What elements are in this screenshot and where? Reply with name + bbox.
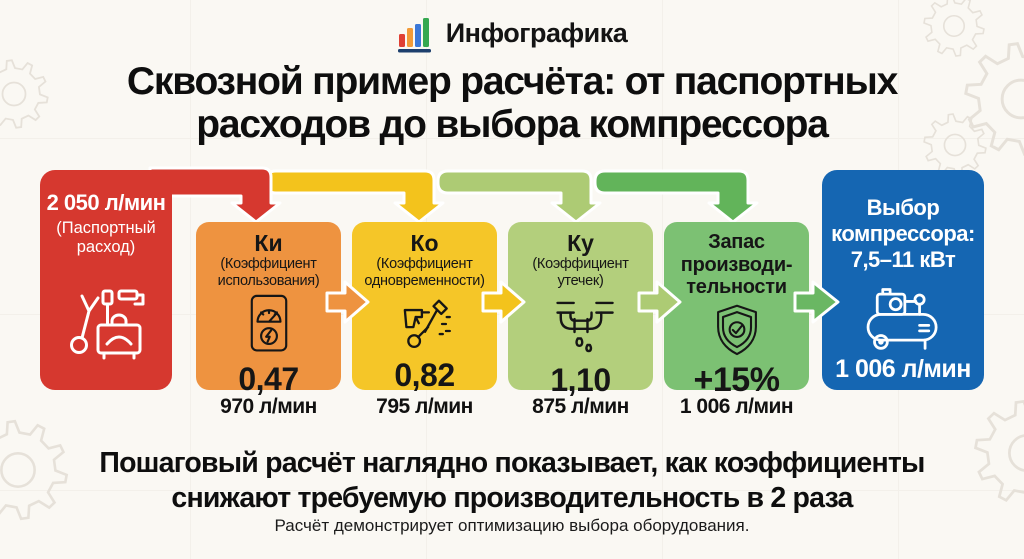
connector-to-zapas — [593, 169, 759, 224]
step-title: Ко — [410, 230, 439, 256]
result-ku: 875 л/мин — [532, 395, 629, 418]
page-title: Сквозной пример расчёта: от паспортных р… — [32, 60, 992, 146]
target-box: Выбор компрессора: 7,5–11 кВт 1 006 л/ми… — [822, 170, 984, 390]
step-value: 1,10 — [550, 362, 611, 398]
target-value: 1 006 л/мин — [835, 355, 971, 383]
step-value: 0,47 — [238, 361, 299, 397]
pipe-leak-icon — [547, 296, 615, 360]
result-zapas: 1 006 л/мин — [679, 395, 794, 418]
source-box: 2 050 л/мин (Паспортный расход) — [40, 170, 172, 390]
logo-text: Инфографика — [445, 17, 628, 48]
step-title: Ку — [567, 230, 594, 256]
source-label: (Паспортный расход) — [56, 219, 156, 256]
title-line-1: Сквозной пример расчёта: от паспортных — [126, 60, 898, 103]
result-ki: 970 л/мин — [220, 395, 317, 418]
power-meter-icon — [240, 293, 298, 359]
tools-icon — [62, 281, 150, 365]
source-value: 2 050 л/мин — [46, 190, 166, 215]
step-subtitle: (Коэффициент использования) — [217, 256, 320, 289]
step-subtitle: (Коэффициент одновременности) — [364, 256, 485, 289]
step-box-ko: Ко (Коэффициент одновременности) 0,82 — [352, 222, 497, 393]
shield-check-icon — [709, 303, 765, 359]
footer-subtext: Расчёт демонстрирует оптимизацию выбора … — [274, 516, 750, 535]
step-box-zapas: Запас производи- тельности +15% — [664, 222, 809, 399]
title-line-2: расходов до выбора компрессора — [196, 103, 829, 146]
step-box-ku: Ку (Коэффициент утечек) 1,10 — [508, 222, 653, 398]
step-value: +15% — [693, 360, 780, 399]
logo: Инфографика — [0, 13, 1024, 53]
step-title: Запас производи- тельности — [680, 231, 793, 298]
footer-headline: Пошаговый расчёт наглядно показывает, ка… — [99, 447, 925, 514]
connector-to-ku — [436, 169, 602, 224]
result-ko: 795 л/мин — [376, 395, 473, 418]
compressor-icon — [857, 281, 949, 355]
air-tools-icon — [392, 293, 458, 355]
step-value: 0,82 — [394, 357, 455, 393]
step-box-ki: Ки (Коэффициент использования) 0,47 — [196, 222, 341, 397]
target-title: Выбор компрессора: 7,5–11 кВт — [831, 195, 975, 272]
step-title: Ки — [254, 230, 283, 256]
bar-chart-logo-icon — [397, 18, 431, 53]
step-subtitle: (Коэффициент утечек) — [532, 256, 629, 289]
connector-to-ko — [264, 169, 445, 224]
